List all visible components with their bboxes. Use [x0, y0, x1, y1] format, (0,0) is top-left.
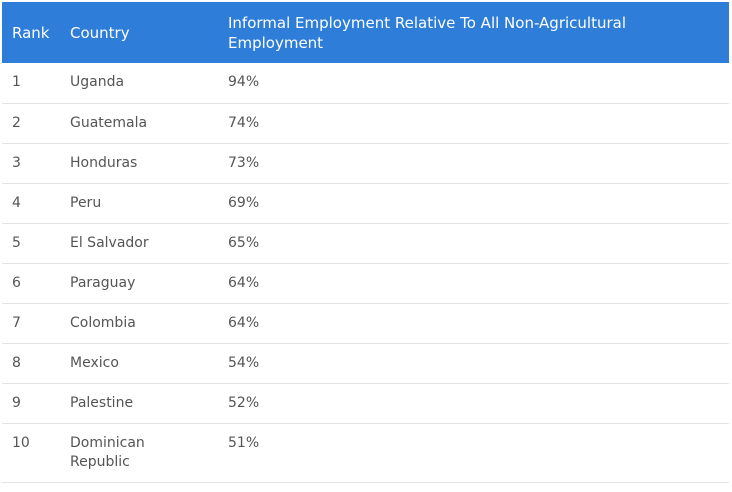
table-row: 7 Colombia 64%: [2, 303, 729, 344]
ranking-table: Rank Country Informal Employment Relativ…: [2, 2, 729, 483]
cell-country: Peru: [60, 183, 218, 224]
cell-value: 65%: [218, 223, 729, 264]
table-row: 1 Uganda 94%: [2, 63, 729, 104]
table-row: 8 Mexico 54%: [2, 343, 729, 384]
cell-country: Guatemala: [60, 103, 218, 144]
cell-country: Uganda: [60, 63, 218, 104]
cell-value: 51%: [218, 423, 729, 483]
cell-country: El Salvador: [60, 223, 218, 264]
cell-value: 54%: [218, 343, 729, 384]
cell-country: Colombia: [60, 303, 218, 344]
cell-rank: 6: [2, 263, 60, 304]
table-row: 3 Honduras 73%: [2, 143, 729, 184]
cell-value: 74%: [218, 103, 729, 144]
header-rank[interactable]: Rank: [12, 23, 50, 42]
ranking-table-container: Rank Country Informal Employment Relativ…: [2, 2, 729, 483]
header-country[interactable]: Country: [70, 23, 130, 42]
cell-rank: 10: [2, 423, 60, 483]
cell-value: 52%: [218, 383, 729, 424]
table-row: 4 Peru 69%: [2, 183, 729, 224]
cell-rank: 9: [2, 383, 60, 424]
cell-value: 94%: [218, 63, 729, 104]
cell-country: Paraguay: [60, 263, 218, 304]
cell-country: Palestine: [60, 383, 218, 424]
cell-rank: 7: [2, 303, 60, 344]
cell-value: 64%: [218, 263, 729, 304]
cell-rank: 3: [2, 143, 60, 184]
table-row: 10 Dominican Republic 51%: [2, 423, 729, 483]
cell-value: 64%: [218, 303, 729, 344]
table-row: 9 Palestine 52%: [2, 383, 729, 424]
table-row: 5 El Salvador 65%: [2, 223, 729, 264]
table-row: 2 Guatemala 74%: [2, 103, 729, 144]
cell-rank: 5: [2, 223, 60, 264]
cell-country: Mexico: [60, 343, 218, 384]
cell-country: Dominican Republic: [60, 423, 218, 483]
table-row: 6 Paraguay 64%: [2, 263, 729, 304]
table-header-row: Rank Country Informal Employment Relativ…: [2, 2, 729, 63]
cell-rank: 8: [2, 343, 60, 384]
cell-country: Honduras: [60, 143, 218, 184]
cell-value: 69%: [218, 183, 729, 224]
cell-rank: 4: [2, 183, 60, 224]
cell-value: 73%: [218, 143, 729, 184]
cell-rank: 2: [2, 103, 60, 144]
cell-rank: 1: [2, 63, 60, 104]
header-informal-employment[interactable]: Informal Employment Relative To All Non-…: [228, 13, 626, 52]
